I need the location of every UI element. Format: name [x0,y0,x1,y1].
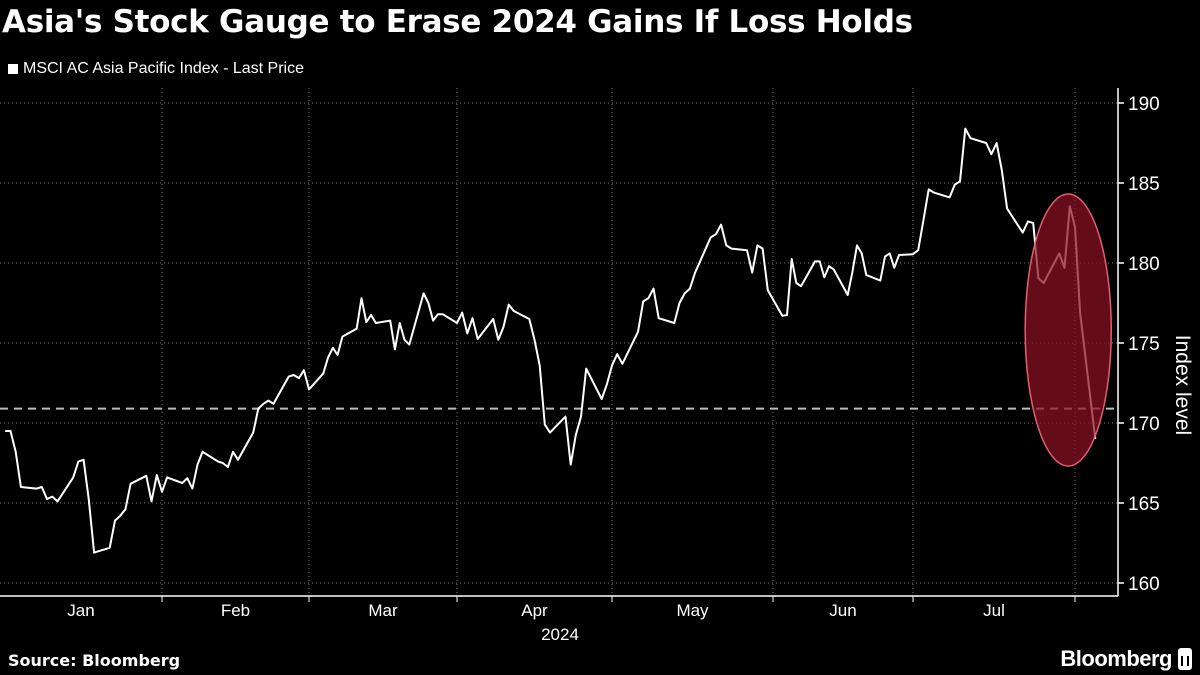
legend-swatch [8,64,18,74]
tick-labels: 160 165 170 175 180 185 190 Jan Feb Mar Apr May Jun J… [67,94,1159,620]
x-tick-label-apr: Apr [521,601,548,620]
x-axis-year-label: 2024 [541,625,579,644]
x-tick-label-may: May [676,601,709,620]
series-line-msci-asia-pacific [5,127,1097,554]
y-tick-label: 190 [1128,94,1160,115]
x-tick-label-jan: Jan [67,601,94,620]
legend: MSCI AC Asia Pacific Index - Last Price [8,60,304,78]
y-tick-label: 180 [1128,254,1160,275]
y-tick-label: 185 [1128,174,1160,195]
axes [0,88,1124,602]
bloomberg-logo: Bloomberg [1060,646,1192,672]
x-tick-label-mar: Mar [368,601,398,620]
y-tick-label: 160 [1128,574,1160,595]
legend-label: MSCI AC Asia Pacific Index - Last Price [23,60,304,77]
source-note: Source: Bloomberg [8,651,181,670]
bloomberg-terminal-icon [1178,648,1192,670]
x-tick-label-jun: Jun [829,601,856,620]
y-tick-label: 165 [1128,494,1160,515]
y-tick-label: 175 [1128,334,1160,355]
chart-title: Asia's Stock Gauge to Erase 2024 Gains I… [2,4,913,40]
x-tick-label-jul: Jul [983,601,1005,620]
highlight-ellipse [1024,193,1113,467]
y-axis-label: Index level [1171,335,1194,435]
y-tick-label: 170 [1128,414,1160,435]
x-tick-label-feb: Feb [221,601,250,620]
grid [0,88,1118,596]
brand-text: Bloomberg [1060,646,1172,671]
